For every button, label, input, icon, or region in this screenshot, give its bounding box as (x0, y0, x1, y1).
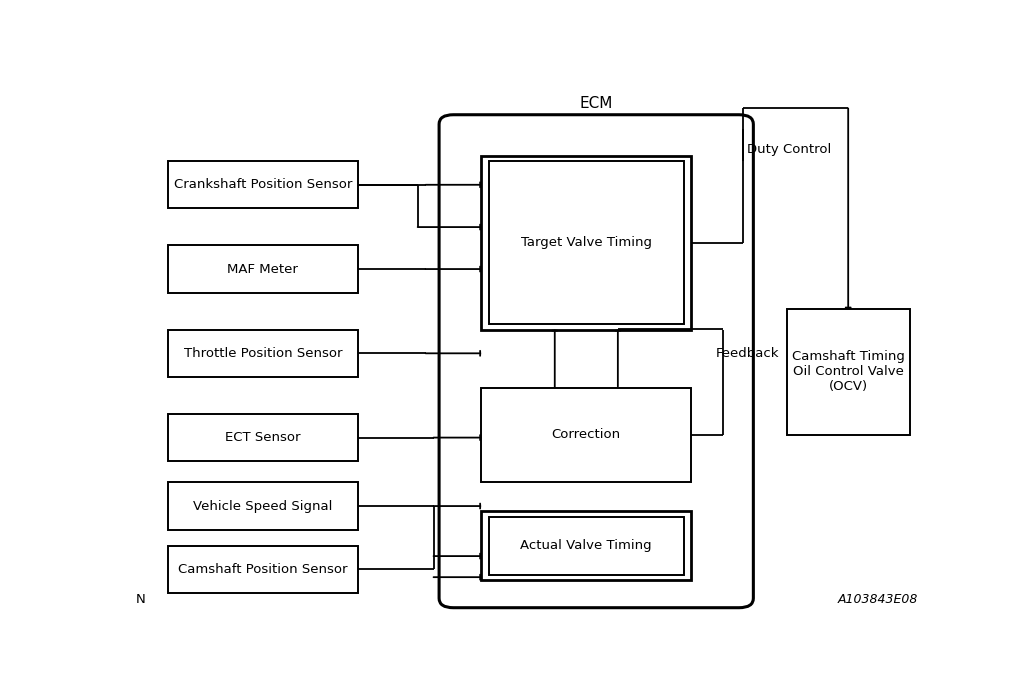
Bar (168, 482, 358, 529)
Bar (786, 308, 909, 435)
Text: Duty Control: Duty Control (748, 143, 831, 156)
Text: Camshaft Position Sensor: Camshaft Position Sensor (178, 563, 348, 576)
Bar (168, 546, 358, 593)
FancyBboxPatch shape (439, 115, 754, 607)
Text: ECT Sensor: ECT Sensor (225, 431, 301, 444)
Bar (481, 388, 691, 482)
Bar (489, 161, 684, 324)
Text: MAF Meter: MAF Meter (227, 263, 298, 276)
Text: Correction: Correction (552, 428, 621, 441)
Text: Actual Valve Timing: Actual Valve Timing (520, 539, 652, 552)
Bar (481, 156, 691, 330)
Text: A103843E08: A103843E08 (838, 593, 918, 606)
Bar (168, 330, 358, 377)
Text: Target Valve Timing: Target Valve Timing (521, 236, 652, 249)
Text: Crankshaft Position Sensor: Crankshaft Position Sensor (174, 179, 352, 192)
Text: Throttle Position Sensor: Throttle Position Sensor (183, 347, 342, 360)
Bar (481, 512, 691, 580)
Bar (168, 161, 358, 209)
Text: Camshaft Timing
Oil Control Valve
(OCV): Camshaft Timing Oil Control Valve (OCV) (792, 350, 904, 393)
Text: N: N (136, 593, 145, 606)
Text: Feedback: Feedback (715, 347, 779, 360)
Bar (168, 414, 358, 461)
Text: Vehicle Speed Signal: Vehicle Speed Signal (194, 499, 333, 512)
Text: ECM: ECM (580, 96, 613, 111)
Bar (168, 246, 358, 293)
Bar (489, 516, 684, 575)
